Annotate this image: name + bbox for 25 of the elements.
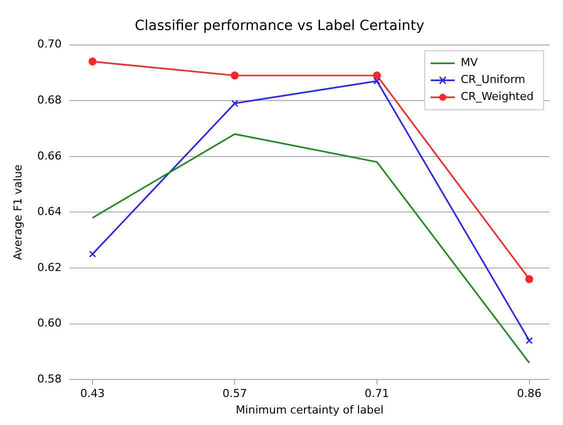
y-tick-label: 0.64 (37, 205, 62, 218)
y-tick-label: 0.66 (37, 149, 62, 162)
y-tick-label: 0.62 (37, 260, 62, 274)
point (372, 71, 381, 80)
point (89, 250, 96, 258)
chart-title: Classifier performance vs Label Certainty (134, 18, 424, 34)
x-tick-label: 0.71 (364, 387, 390, 400)
x-axis-title: Minimum certainty of label (236, 403, 384, 416)
point (525, 275, 534, 284)
point (231, 100, 238, 107)
point (526, 337, 533, 344)
point (373, 78, 380, 85)
legend-label: CR_Uniform (460, 73, 526, 86)
point (88, 58, 97, 66)
y-axis-title: Average F1 value (11, 164, 24, 260)
y-tick-label: 0.60 (37, 316, 62, 330)
y-tick-label: 0.68 (37, 93, 62, 106)
legend-label: MV (460, 56, 478, 70)
x-tick-label: 0.57 (222, 387, 247, 400)
y-tick-label: 0.70 (37, 38, 62, 51)
point (230, 71, 239, 80)
legend-label: CR_Weighted (460, 90, 534, 104)
x-tick-label: 0.86 (517, 387, 542, 400)
y-tick-label: 0.58 (37, 372, 62, 386)
x-tick-label: 0.43 (80, 387, 105, 400)
